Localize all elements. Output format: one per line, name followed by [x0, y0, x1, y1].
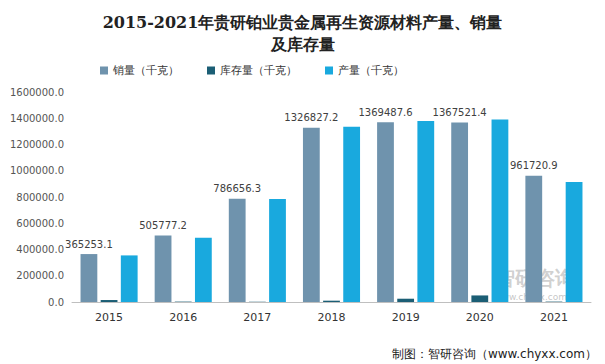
svg-text:产量（千克）: 产量（千克） [338, 64, 404, 77]
svg-text:200000.0: 200000.0 [16, 270, 64, 281]
svg-text:2015: 2015 [95, 311, 123, 324]
svg-text:365253.1: 365253.1 [65, 239, 113, 250]
svg-text:505777.2: 505777.2 [139, 220, 187, 231]
svg-text:1600000.0: 1600000.0 [10, 87, 64, 98]
svg-text:1000000.0: 1000000.0 [10, 165, 64, 176]
svg-text:2021: 2021 [540, 311, 568, 324]
svg-text:1369487.6: 1369487.6 [358, 107, 412, 118]
svg-text:2020: 2020 [466, 311, 494, 324]
svg-text:800000.0: 800000.0 [16, 192, 64, 203]
svg-text:600000.0: 600000.0 [16, 218, 64, 229]
svg-text:1367521.4: 1367521.4 [433, 107, 487, 118]
svg-text:1326827.2: 1326827.2 [284, 112, 338, 123]
svg-text:制图：智研咨询（www.chyxx.com）: 制图：智研咨询（www.chyxx.com） [392, 347, 597, 361]
svg-text:400000.0: 400000.0 [16, 244, 64, 255]
svg-text:2016: 2016 [169, 311, 197, 324]
svg-text:库存量（千克）: 库存量（千克） [220, 64, 297, 77]
svg-text:1200000.0: 1200000.0 [10, 139, 64, 150]
svg-text:2019: 2019 [392, 311, 420, 324]
svg-text:786656.3: 786656.3 [213, 183, 261, 194]
svg-text:0.0: 0.0 [48, 297, 64, 308]
svg-text:2015-2021年贵研铂业贵金属再生资源材料产量、销量: 2015-2021年贵研铂业贵金属再生资源材料产量、销量 [103, 13, 503, 32]
svg-text:及库存量: 及库存量 [270, 35, 335, 54]
svg-text:2018: 2018 [318, 311, 346, 324]
svg-text:1400000.0: 1400000.0 [10, 113, 64, 124]
svg-text:961720.9: 961720.9 [510, 160, 558, 171]
svg-text:销量（千克）: 销量（千克） [112, 64, 179, 77]
svg-text:2017: 2017 [243, 311, 271, 324]
